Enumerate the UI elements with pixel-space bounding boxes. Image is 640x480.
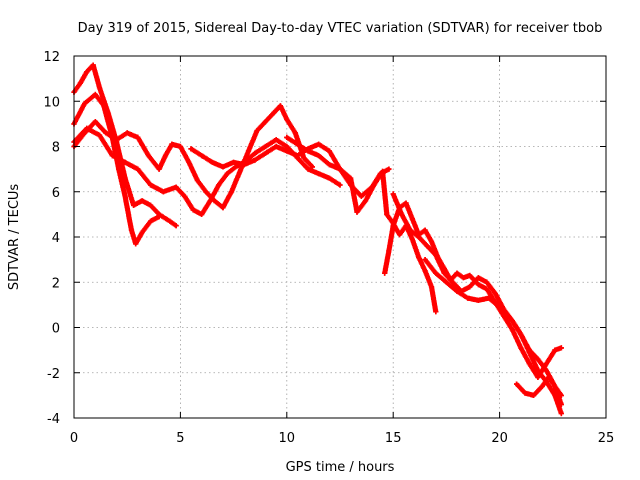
- series-track-5: [188, 141, 392, 199]
- y-tick-label: 8: [52, 141, 60, 156]
- series-track-9: [422, 257, 564, 417]
- y-axis-label: SDTVAR / TECUs: [7, 184, 22, 291]
- series-track-10: [514, 374, 564, 407]
- y-tick-label: -2: [47, 367, 60, 382]
- series-track-6: [284, 134, 439, 315]
- y-tick-label: 6: [52, 186, 60, 201]
- y-tick-label: 0: [52, 322, 60, 337]
- y-tick-label: 10: [43, 95, 60, 110]
- data-track: [284, 134, 439, 315]
- x-tick-label: 5: [176, 431, 184, 446]
- series-track-2: [71, 91, 162, 247]
- y-tick-label: -4: [47, 412, 60, 427]
- data-track: [422, 257, 564, 417]
- y-tick-label: 4: [52, 231, 60, 246]
- x-tick-label: 25: [598, 431, 615, 446]
- y-tick-label: 12: [43, 50, 60, 65]
- x-tick-label: 20: [491, 431, 508, 446]
- x-axis-label: GPS time / hours: [286, 460, 395, 475]
- axis-ticks: 0 5 10 15 20 25 -4 -2 0 2 4 6 8 10 12: [43, 50, 614, 446]
- chart-title: Day 319 of 2015, Sidereal Day-to-day VTE…: [78, 21, 603, 36]
- x-tick-label: 15: [385, 431, 402, 446]
- data-track: [71, 91, 162, 247]
- x-tick-label: 10: [279, 431, 296, 446]
- y-tick-label: 2: [52, 276, 60, 291]
- data-track: [514, 374, 564, 407]
- data-points: [71, 62, 564, 417]
- grid: [74, 56, 606, 418]
- x-tick-label: 0: [70, 431, 78, 446]
- data-track: [188, 141, 392, 199]
